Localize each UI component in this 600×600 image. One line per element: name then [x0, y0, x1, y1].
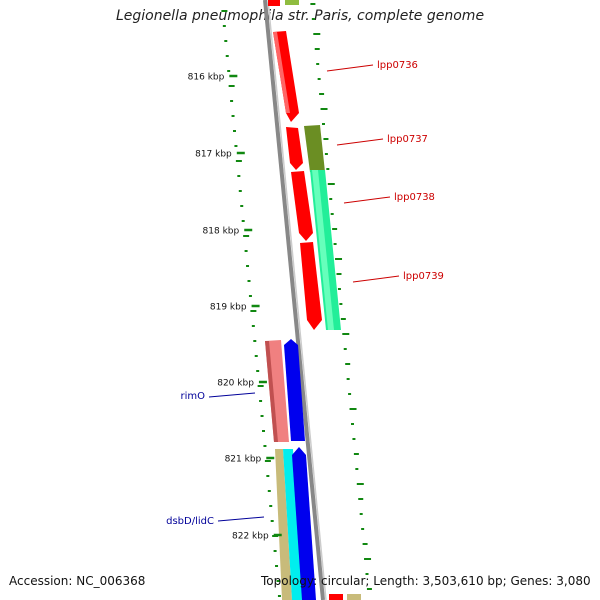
gene-lpp0736-highlight: [273, 32, 290, 113]
accession-text: Accession: NC_006368: [9, 574, 146, 588]
scale-label: 820 kbp: [217, 379, 254, 389]
gene-label-leader: [208, 392, 256, 398]
genome-backbone: [263, 0, 325, 600]
gene-label: lpp0736: [377, 60, 418, 71]
gene-lpp0737-block: [304, 125, 325, 172]
gene-label-leader: [352, 275, 400, 283]
gene-rimo-edge: [265, 341, 278, 442]
gene-lpp0739-arrow: [300, 242, 322, 330]
scale-label: 816 kbp: [188, 73, 225, 83]
gene-label: lpp0739: [403, 271, 444, 282]
gene-blue-arrow-2: [292, 447, 316, 600]
gene-cyan-block: [283, 449, 303, 600]
scale-label: 821 kbp: [225, 455, 262, 465]
gene-lpp0738-block-highlight: [312, 170, 334, 330]
gene-label: lpp0737: [387, 134, 428, 145]
gene-blue-arrow-1: [284, 339, 305, 441]
scale-bar: 816 kbp 817 kbp 818 kbp 819 kbp 820 kbp 821 k…: [188, 73, 282, 542]
gc-ticks-right: [310, 3, 372, 590]
gene-lpp0737-arrow: [286, 127, 303, 170]
feature-bottom-red: [329, 594, 343, 600]
gene-label-leader: [326, 64, 374, 72]
genome-backbone-shadow: [267, 0, 327, 600]
scale-label: 822 kbp: [232, 532, 269, 542]
feature-top-red: [268, 0, 280, 6]
gene-label-leader: [217, 516, 265, 522]
gene-label: dsbD/lidC: [166, 516, 214, 527]
scale-label: 818 kbp: [203, 227, 240, 237]
gene-label-leader: [336, 138, 384, 146]
gene-label: lpp0738: [394, 192, 435, 203]
topology-text: Topology: circular; Length: 3,503,610 bp…: [261, 574, 591, 588]
gene-label-leader: [343, 196, 391, 204]
gene-labels: lpp0736 lpp0737 lpp0738 lpp0739 rimO dsbD/lid…: [166, 60, 444, 527]
scale-label: 819 kbp: [210, 303, 247, 313]
scale-label: 817 kbp: [195, 150, 232, 160]
gene-label: rimO: [180, 391, 205, 402]
gc-ticks-left: [221, 10, 281, 597]
gene-dsbd-block: [275, 449, 292, 600]
map-title: Legionella pneumophila str. Paris, compl…: [115, 8, 485, 24]
gene-lpp0738-arrow: [291, 171, 313, 241]
feature-bottom-tan: [347, 594, 361, 600]
feature-top-olive: [285, 0, 299, 5]
